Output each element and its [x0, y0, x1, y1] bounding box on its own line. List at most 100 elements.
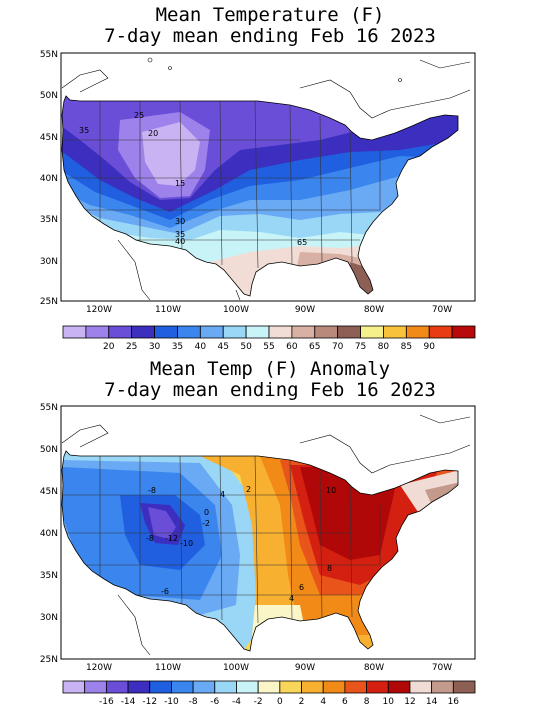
colorbar-swatch [301, 680, 324, 694]
lat-label: 55N [40, 403, 58, 413]
colorbar-label: -4 [232, 697, 241, 707]
colorbar-swatch [149, 680, 172, 694]
colorbar-swatch [62, 325, 87, 339]
lon-label: 100W [223, 663, 249, 673]
bottom-lon-labels: 120W 110W 100W 90W 80W 70W [86, 663, 452, 673]
colorbar-label: 55 [263, 342, 274, 352]
colorbar-swatch [383, 325, 407, 339]
lon-label: 90W [295, 663, 315, 673]
lon-label: 110W [155, 663, 181, 673]
lon-label: 90W [295, 305, 315, 315]
colorbar-swatch [154, 325, 178, 339]
contour-label: -12 [165, 534, 178, 543]
top-lat-labels: 55N 50N 45N 40N 35N 30N 25N [40, 50, 58, 307]
contour-label: 35 [175, 230, 185, 239]
contour-label: 65 [297, 238, 307, 247]
colorbar-swatch [451, 325, 476, 339]
lat-label: 35N [40, 215, 58, 225]
colorbar-label: 60 [286, 342, 298, 352]
lat-label: 45N [40, 487, 58, 497]
lon-label: 80W [364, 305, 384, 315]
lat-label: 40N [40, 174, 58, 184]
colorbar-swatch [236, 680, 259, 694]
lat-label: 45N [40, 133, 58, 143]
colorbar-label: 65 [309, 342, 320, 352]
contour-label: 4 [289, 594, 294, 603]
bottom-title-line2: 7-day mean ending Feb 16 2023 [104, 379, 436, 401]
colorbar-swatch [366, 680, 389, 694]
colorbar-swatch [85, 325, 110, 339]
lon-label: 70W [432, 663, 452, 673]
colorbar-label: 80 [378, 342, 390, 352]
colorbar-label: 8 [364, 697, 370, 707]
colorbar-swatch [84, 680, 107, 694]
colorbar-swatch [245, 325, 270, 339]
colorbar-label: 75 [355, 342, 366, 352]
colorbar-label: 30 [149, 342, 161, 352]
colorbar-swatch [108, 325, 133, 339]
contour-label: 8 [327, 564, 332, 573]
lat-label: 35N [40, 571, 58, 581]
lat-label: 25N [40, 297, 58, 307]
top-colorbar: 20 25 30 35 40 45 50 55 60 65 70 75 80 85 90 [62, 325, 476, 352]
lon-label: 80W [364, 663, 384, 673]
colorbar-label: -10 [164, 697, 179, 707]
colorbar-swatch [344, 680, 367, 694]
colorbar-swatch [199, 325, 224, 339]
colorbar-label: 20 [103, 342, 115, 352]
lon-label: 100W [223, 305, 249, 315]
colorbar-swatch [428, 325, 453, 339]
colorbar-swatch [177, 325, 201, 339]
contour-label: 10 [326, 486, 336, 495]
colorbar-swatch [171, 680, 194, 694]
contour-label: 6 [299, 583, 304, 592]
colorbar-label: 35 [172, 342, 183, 352]
lat-label: 40N [40, 529, 58, 539]
colorbar-label: 0 [277, 697, 283, 707]
colorbar-label: 25 [126, 342, 137, 352]
colorbar-label: 4 [320, 697, 326, 707]
colorbar-swatch [127, 680, 151, 694]
contour-label: -6 [161, 587, 169, 596]
colorbar-swatch [431, 680, 454, 694]
colorbar-label: -14 [121, 697, 136, 707]
contour-label: 30 [175, 217, 185, 226]
colorbar-label: 2 [299, 697, 305, 707]
bottom-contour-labels: -8 4 2 0 -2 -8 -12 -10 -6 10 8 6 4 [146, 485, 336, 603]
top-title-line1: Mean Temperature (F) [155, 4, 385, 26]
colorbar-swatch [257, 680, 281, 694]
colorbar-swatch [222, 325, 247, 339]
contour-label: -2 [202, 519, 210, 528]
contour-label: 15 [175, 179, 185, 188]
lat-label: 50N [40, 91, 58, 101]
colorbar-label: 70 [332, 342, 344, 352]
top-lon-labels: 120W 110W 100W 90W 80W 70W [86, 305, 452, 315]
lat-label: 25N [40, 655, 58, 665]
contour-label: 20 [148, 129, 158, 138]
colorbar-label: -6 [210, 697, 219, 707]
contour-label: -10 [180, 539, 193, 548]
colorbar-swatch [360, 325, 384, 339]
colorbar-label: 16 [448, 697, 460, 707]
colorbar-swatch [291, 325, 316, 339]
colorbar-swatch [214, 680, 237, 694]
contour-label: -8 [146, 534, 154, 543]
contour-label: -8 [148, 486, 156, 495]
lat-label: 30N [40, 257, 58, 267]
colorbar-label: -2 [254, 697, 263, 707]
colorbar-swatch [268, 325, 293, 339]
colorbar-swatch [452, 680, 476, 694]
colorbar-swatch [131, 325, 155, 339]
lon-label: 120W [86, 663, 112, 673]
contour-label: 25 [134, 111, 144, 120]
colorbar-label: 12 [404, 697, 415, 707]
bottom-colorbar: -16 -14 -12 -10 -8 -6 -4 -2 0 2 4 6 8 10 12 14 16 [62, 680, 476, 707]
colorbar-label: 10 [383, 697, 395, 707]
bottom-title-line1: Mean Temp (F) Anomaly [149, 358, 391, 380]
colorbar-label: 6 [342, 697, 348, 707]
colorbar-swatch [192, 680, 216, 694]
colorbar-swatch [314, 325, 339, 339]
contour-label: 40 [175, 237, 185, 246]
colorbar-swatch [409, 680, 433, 694]
